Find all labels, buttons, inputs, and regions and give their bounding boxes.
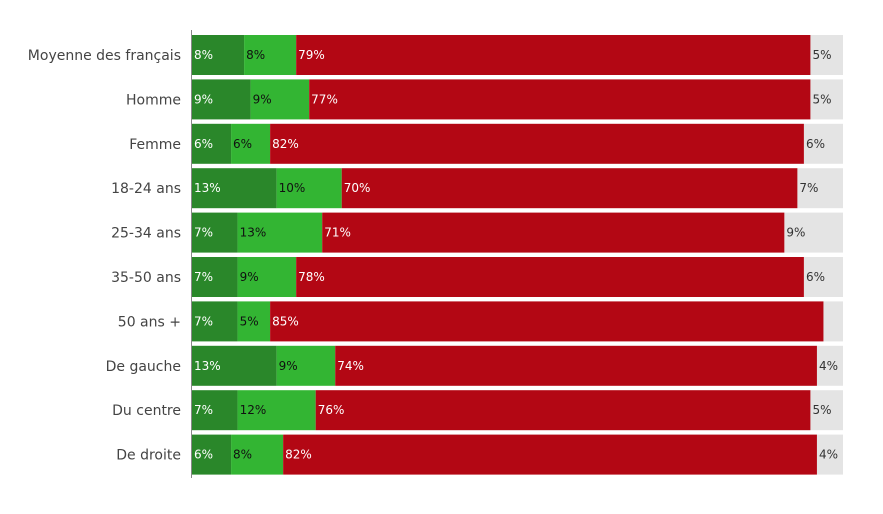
- category-label: 18-24 ans: [111, 181, 181, 197]
- bar-segment-series-2: [244, 35, 297, 75]
- bar-segment-series-2: [231, 434, 284, 475]
- bar-segment-series-4: [797, 168, 843, 209]
- bar-segment-series-4: [810, 390, 843, 431]
- data-label: 74%: [337, 359, 364, 373]
- data-label: 6%: [806, 137, 825, 151]
- data-label: 7%: [194, 226, 213, 240]
- data-label: 79%: [298, 48, 325, 62]
- bar-segment-series-3: [335, 345, 817, 386]
- bar-segment-series-3: [309, 79, 811, 120]
- bar-segment-series-3: [315, 390, 811, 431]
- bar-segment-series-3: [341, 168, 798, 209]
- bar-segment-series-1: [192, 390, 238, 431]
- bar-segment-series-2: [237, 301, 271, 342]
- bar-segment-series-2: [237, 390, 316, 431]
- bar-segment-series-2: [231, 123, 271, 164]
- data-label: 71%: [324, 226, 351, 240]
- data-label: 9%: [279, 359, 298, 373]
- data-label: 4%: [819, 448, 838, 462]
- bar-segment-series-1: [192, 123, 232, 164]
- data-label: 5%: [240, 314, 259, 328]
- data-label: 5%: [812, 48, 831, 62]
- data-label: 13%: [240, 226, 267, 240]
- data-label: 13%: [194, 359, 221, 373]
- bar-segment-series-3: [322, 212, 785, 253]
- data-label: 13%: [194, 181, 221, 195]
- category-label: De droite: [116, 448, 181, 464]
- bar-segment-series-1: [192, 301, 238, 342]
- data-label: 6%: [194, 137, 213, 151]
- data-label: 12%: [240, 403, 267, 417]
- category-label: Femme: [129, 137, 181, 153]
- bar-segment-series-3: [283, 434, 817, 475]
- data-label: 6%: [194, 448, 213, 462]
- data-label: 9%: [253, 92, 272, 106]
- bar-segment-series-4: [803, 123, 843, 164]
- bar-segment-series-1: [192, 79, 251, 120]
- data-label: 7%: [194, 270, 213, 284]
- data-label: 9%: [786, 226, 805, 240]
- bar-segment-series-4: [803, 257, 843, 297]
- bar-segment-series-2: [276, 168, 342, 209]
- bar-segment-series-1: [192, 345, 277, 386]
- data-label: 9%: [240, 270, 259, 284]
- data-label: 6%: [233, 137, 252, 151]
- data-label: 5%: [812, 403, 831, 417]
- data-label: 7%: [194, 403, 213, 417]
- bar-segment-series-3: [270, 301, 824, 342]
- bar-segment-series-1: [192, 257, 238, 297]
- bar-segment-series-3: [296, 257, 804, 297]
- bar-segment-series-2: [250, 79, 310, 120]
- data-label: 85%: [272, 314, 299, 328]
- data-label: 78%: [298, 270, 325, 284]
- category-label: Moyenne des français: [28, 48, 181, 64]
- data-label: 9%: [194, 92, 213, 106]
- bar-segment-series-4: [810, 35, 843, 75]
- bar-segment-series-3: [270, 123, 804, 164]
- data-label: 70%: [344, 181, 371, 195]
- data-label: 6%: [806, 270, 825, 284]
- bar-segment-series-4: [823, 301, 843, 342]
- data-label: 10%: [279, 181, 306, 195]
- bar-segment-series-4: [816, 345, 843, 386]
- bar-segment-series-4: [784, 212, 843, 253]
- data-label: 7%: [194, 314, 213, 328]
- bar-segment-series-2: [237, 257, 297, 297]
- data-label: 82%: [272, 137, 299, 151]
- bar-segment-series-1: [192, 168, 277, 209]
- bar-segment-series-2: [276, 345, 336, 386]
- category-label: 50 ans +: [118, 314, 181, 330]
- data-label: 4%: [819, 359, 838, 373]
- data-label: 82%: [285, 448, 312, 462]
- category-label: Homme: [126, 92, 181, 108]
- data-label: 8%: [233, 448, 252, 462]
- bar-segment-series-1: [192, 35, 245, 75]
- bar-segment-series-2: [237, 212, 323, 253]
- bar-segment-series-4: [816, 434, 843, 475]
- data-label: 7%: [799, 181, 818, 195]
- data-label: 5%: [812, 92, 831, 106]
- bar-segment-series-4: [810, 79, 843, 120]
- category-label: Du centre: [112, 403, 181, 419]
- data-label: 8%: [246, 48, 265, 62]
- bar-segment-series-1: [192, 434, 232, 475]
- data-label: 8%: [194, 48, 213, 62]
- category-label: 25-34 ans: [111, 226, 181, 242]
- bar-segment-series-1: [192, 212, 238, 253]
- category-label: De gauche: [106, 359, 181, 375]
- data-label: 76%: [318, 403, 345, 417]
- data-label: 77%: [311, 92, 338, 106]
- bar-segment-series-3: [296, 35, 811, 75]
- category-label: 35-50 ans: [111, 270, 181, 286]
